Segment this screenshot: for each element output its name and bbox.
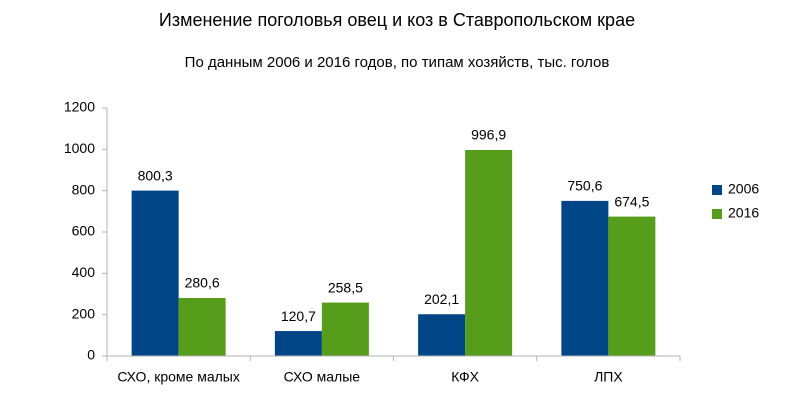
- x-tick-label: СХО малые: [284, 369, 361, 385]
- value-label: 202,1: [424, 291, 459, 307]
- legend-swatch: [712, 209, 722, 219]
- chart-title: Изменение поголовья овец и коз в Ставроп…: [159, 10, 635, 30]
- bar: [465, 149, 513, 356]
- y-tick-label: 0: [87, 347, 95, 363]
- bar: [608, 216, 656, 356]
- y-tick-label: 1000: [64, 140, 95, 156]
- legend-label: 2016: [728, 205, 759, 221]
- x-tick-label: КФХ: [451, 369, 479, 385]
- value-label: 800,3: [138, 167, 173, 183]
- bar: [274, 331, 322, 356]
- y-tick-label: 600: [72, 223, 96, 239]
- bar: [131, 190, 179, 356]
- bar: [321, 302, 369, 356]
- bar: [418, 314, 466, 356]
- legend-swatch: [712, 185, 722, 195]
- value-label: 280,6: [185, 275, 220, 291]
- y-tick-label: 800: [72, 181, 96, 197]
- legend-label: 2006: [728, 181, 759, 197]
- x-tick-label: ЛПХ: [594, 369, 623, 385]
- value-label: 750,6: [567, 178, 602, 194]
- x-tick-label: СХО, кроме малых: [117, 369, 240, 385]
- y-tick-label: 200: [72, 305, 96, 321]
- bar: [178, 298, 226, 356]
- y-tick-label: 1200: [64, 99, 95, 115]
- value-label: 258,5: [328, 279, 363, 295]
- value-label: 996,9: [471, 127, 506, 143]
- bar: [561, 200, 609, 356]
- y-tick-label: 400: [72, 264, 96, 280]
- value-label: 120,7: [281, 308, 316, 324]
- value-label: 674,5: [614, 193, 649, 209]
- chart-subtitle: По данным 2006 и 2016 годов, по типам хо…: [185, 54, 610, 71]
